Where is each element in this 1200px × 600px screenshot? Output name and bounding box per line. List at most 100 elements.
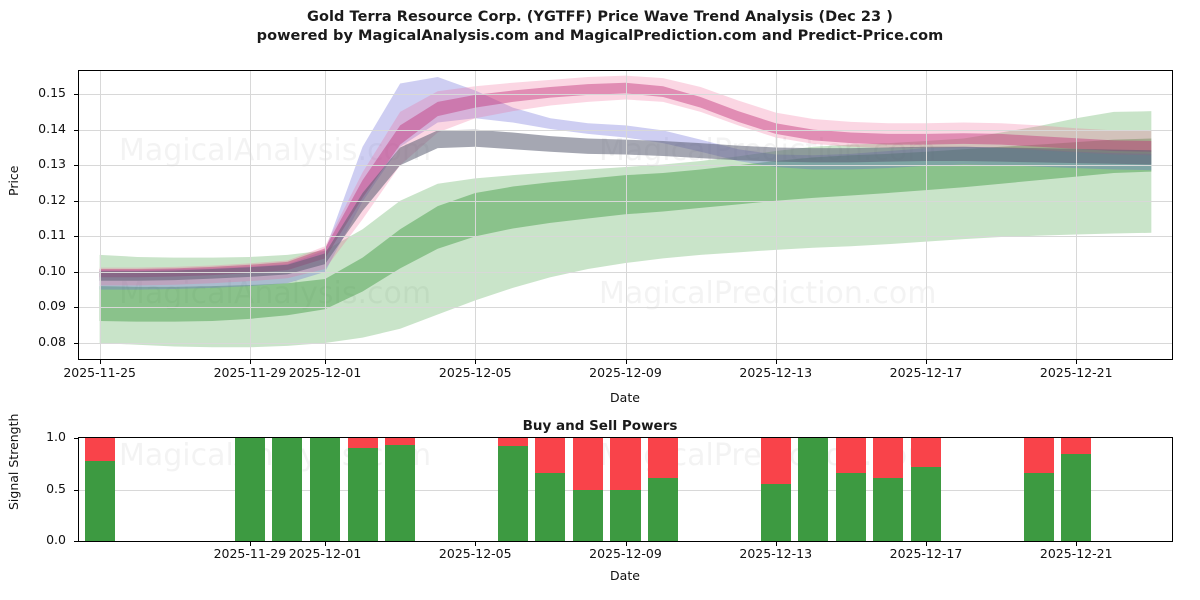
sell-power-segment <box>648 438 679 479</box>
signal-x-tickmark <box>249 542 251 546</box>
signal-bar[interactable] <box>347 438 378 541</box>
buy-power-segment <box>497 446 528 541</box>
signal-x-tick: 2025-12-13 <box>739 546 813 561</box>
price-gridline-v <box>475 71 477 359</box>
signal-bar[interactable] <box>572 438 603 541</box>
price-gridline-v <box>925 71 927 359</box>
sell-power-segment <box>535 438 566 474</box>
price-y-tick: 0.12 <box>38 191 66 207</box>
buy-power-segment <box>1061 454 1092 541</box>
signal-x-tickmark <box>1076 542 1078 546</box>
price-y-tick: 0.09 <box>38 298 66 314</box>
signal-bar[interactable] <box>1023 438 1054 541</box>
signal-x-tick: 2025-12-05 <box>438 546 512 561</box>
price-x-tick: 2025-12-01 <box>288 365 362 380</box>
signal-x-tick: 2025-12-01 <box>288 546 362 561</box>
buy-power-segment <box>272 438 303 541</box>
buy-power-segment <box>572 489 603 541</box>
signal-bar[interactable] <box>760 438 791 541</box>
price-x-tickmark <box>775 360 777 364</box>
price-band-green-outer-band <box>99 111 1152 348</box>
price-chart-plot-area: MagicalAnalysis.com MagicalPrediction.co… <box>78 70 1173 360</box>
sell-power-segment <box>497 438 528 447</box>
price-band-svg <box>99 75 1152 348</box>
price-x-tick: 2025-11-29 <box>213 365 287 380</box>
signal-y-tickmark <box>74 541 78 542</box>
price-y-tickmark <box>74 94 78 96</box>
price-gridline-v <box>775 71 777 359</box>
price-x-axis-label: Date <box>610 390 640 405</box>
buy-power-segment <box>535 473 566 541</box>
signal-y-tick: 1.0 <box>46 429 66 444</box>
signal-bar[interactable] <box>873 438 904 541</box>
price-gridline-v <box>99 71 101 359</box>
price-x-tickmark <box>325 360 327 364</box>
buy-power-segment <box>309 438 341 541</box>
price-x-tickmark <box>249 360 251 364</box>
signal-x-axis-label: Date <box>610 568 640 583</box>
signal-x-tickmark <box>775 542 777 546</box>
signal-bar[interactable] <box>610 438 641 541</box>
sell-power-segment <box>910 438 941 467</box>
price-x-tickmark <box>625 360 627 364</box>
sell-power-segment <box>385 438 416 446</box>
price-x-tick: 2025-12-17 <box>889 365 963 380</box>
signal-bar[interactable] <box>535 438 566 541</box>
sell-power-segment <box>347 438 378 449</box>
sell-power-segment <box>1061 438 1092 455</box>
price-gridline-v <box>625 71 627 359</box>
buy-power-segment <box>234 438 265 541</box>
buy-power-segment <box>873 478 904 541</box>
price-x-tickmark <box>1076 360 1078 364</box>
sell-power-segment <box>1023 438 1054 474</box>
buy-power-segment <box>347 448 378 541</box>
sell-power-segment <box>610 438 641 490</box>
signal-bar[interactable] <box>84 438 115 541</box>
price-axis-label: Price <box>6 165 21 197</box>
price-y-tick: 0.13 <box>38 156 66 172</box>
buy-power-segment <box>835 473 866 541</box>
signal-bar[interactable] <box>234 438 265 541</box>
buy-power-segment <box>798 438 829 541</box>
price-x-tick: 2025-12-05 <box>438 365 512 380</box>
price-x-tick: 2025-11-25 <box>63 365 136 380</box>
signal-y-tick: 0.0 <box>46 532 66 547</box>
price-y-tickmark <box>74 165 78 167</box>
price-y-tickmark <box>74 129 78 131</box>
signal-x-tick: 2025-12-17 <box>889 546 963 561</box>
price-x-tick: 2025-12-21 <box>1039 365 1113 380</box>
buy-power-segment <box>648 478 679 541</box>
price-x-tickmark <box>475 360 477 364</box>
signal-bar[interactable] <box>910 438 941 541</box>
signal-x-tickmark <box>325 542 327 546</box>
signal-bar[interactable] <box>835 438 866 541</box>
signal-bar[interactable] <box>385 438 416 541</box>
price-x-tickmark <box>925 360 927 364</box>
buy-power-segment <box>84 460 115 541</box>
signal-x-tickmark <box>475 542 477 546</box>
chart-title-block: Gold Terra Resource Corp. (YGTFF) Price … <box>0 8 1200 46</box>
price-x-tick: 2025-12-13 <box>739 365 813 380</box>
price-y-tick: 0.10 <box>38 262 66 278</box>
signal-bar[interactable] <box>309 438 341 541</box>
signal-bar[interactable] <box>798 438 829 541</box>
signal-bar[interactable] <box>1061 438 1092 541</box>
signal-x-tickmark <box>925 542 927 546</box>
signal-bar[interactable] <box>648 438 679 541</box>
sell-power-segment <box>835 438 866 474</box>
buy-power-segment <box>610 489 641 541</box>
buy-power-segment <box>910 466 941 541</box>
signal-x-tick: 2025-12-09 <box>589 546 662 561</box>
sell-power-segment <box>873 438 904 479</box>
sell-power-segment <box>572 438 603 490</box>
signal-x-tick: 2025-12-21 <box>1039 546 1113 561</box>
price-y-tick: 0.15 <box>38 85 66 101</box>
signal-x-tickmark <box>625 542 627 546</box>
buy-power-segment <box>1023 473 1054 541</box>
signal-bar[interactable] <box>272 438 303 541</box>
signal-x-tick: 2025-11-29 <box>213 546 287 561</box>
page-subtitle: powered by MagicalAnalysis.com and Magic… <box>256 28 944 44</box>
price-y-tickmark <box>74 236 78 238</box>
signal-bar[interactable] <box>497 438 528 541</box>
